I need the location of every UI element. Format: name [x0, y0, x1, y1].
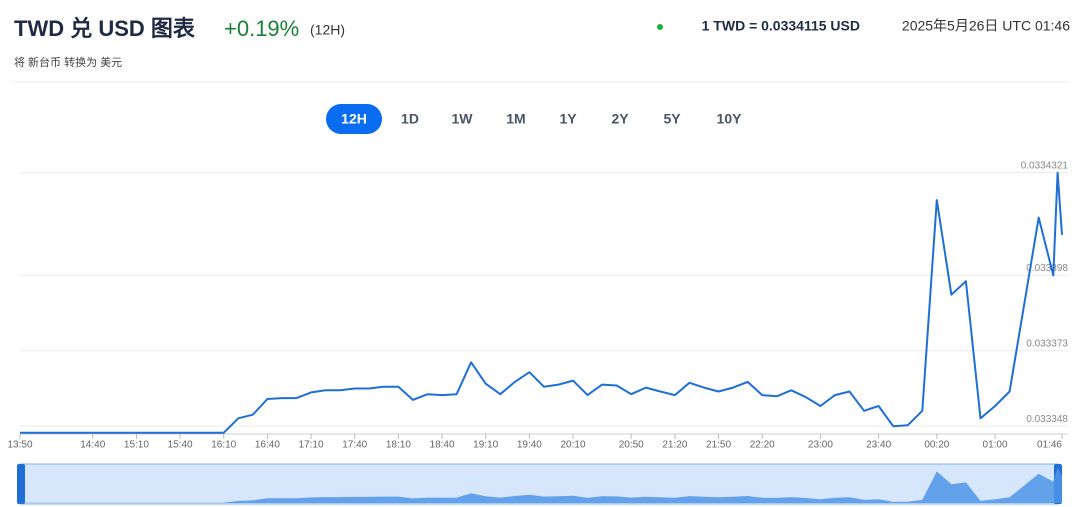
- range-button[interactable]: 10Y: [717, 111, 743, 127]
- subtitle: 将 新台币 转换为 美元: [14, 55, 122, 69]
- x-tick-label: 19:10: [473, 440, 498, 451]
- x-tick-label: 23:40: [866, 440, 891, 451]
- x-tick-label: 15:10: [124, 440, 149, 451]
- x-tick-label: 21:20: [662, 440, 687, 451]
- x-tick-label: 23:00: [808, 440, 833, 451]
- x-tick-label: 21:50: [706, 440, 731, 451]
- x-tick-label: 20:10: [561, 440, 586, 451]
- x-tick-label: 13:50: [7, 440, 32, 451]
- x-tick-label: 14:40: [80, 440, 105, 451]
- x-tick-label: 20:50: [619, 440, 644, 451]
- x-tick-label: 15:40: [168, 440, 193, 451]
- range-button[interactable]: 1Y: [559, 111, 577, 127]
- timestamp: 2025年5月26日 UTC 01:46: [902, 18, 1070, 34]
- x-tick-label: 18:40: [430, 440, 455, 451]
- range-button[interactable]: 12H: [341, 111, 367, 127]
- title: TWD 兑 USD 图表: [14, 16, 196, 41]
- change: +0.19%: [224, 16, 299, 41]
- range-button[interactable]: 1M: [506, 111, 525, 127]
- navigator[interactable]: [19, 463, 1059, 505]
- x-tick-label: 16:40: [255, 440, 280, 451]
- x-tick-label: 16:10: [211, 440, 236, 451]
- navigator-area: [20, 467, 1062, 503]
- x-tick-label: 00:20: [924, 440, 949, 451]
- range-button[interactable]: 5Y: [663, 111, 681, 127]
- range-button[interactable]: 1W: [452, 111, 474, 127]
- navigator-handle[interactable]: [17, 464, 25, 504]
- range-button-active[interactable]: [326, 104, 382, 134]
- y-tick-label: 0.033398: [1026, 263, 1068, 274]
- x-tick-label: 17:10: [299, 440, 324, 451]
- range-button[interactable]: 2Y: [611, 111, 629, 127]
- x-tick-label: 18:10: [386, 440, 411, 451]
- x-tick-label: 01:00: [983, 440, 1008, 451]
- x-tick-label: 17:40: [342, 440, 367, 451]
- range-button[interactable]: 1D: [401, 111, 419, 127]
- x-tick-label: 01:46: [1037, 440, 1062, 451]
- y-tick-label: 0.0334321: [1021, 160, 1069, 171]
- period: (12H): [310, 22, 345, 38]
- y-tick-label: 0.033348: [1026, 414, 1068, 425]
- live-dot: [657, 24, 663, 30]
- y-tick-label: 0.033373: [1026, 338, 1068, 349]
- price-line: [20, 171, 1063, 434]
- x-tick-label: 22:20: [750, 440, 775, 451]
- rate: 1 TWD = 0.0334115 USD: [702, 18, 860, 34]
- x-tick-label: 19:40: [517, 440, 542, 451]
